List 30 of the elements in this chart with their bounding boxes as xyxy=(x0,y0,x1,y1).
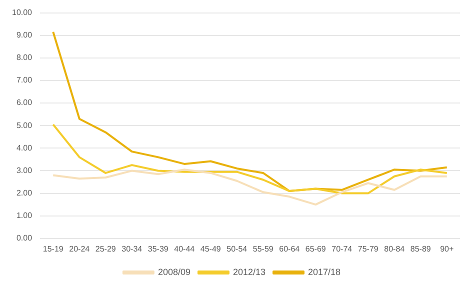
y-tick-label: 10.00 xyxy=(12,8,33,18)
legend-label: 2008/09 xyxy=(158,266,190,277)
x-tick-label: 20-24 xyxy=(69,244,90,254)
x-tick-label: 80-84 xyxy=(384,244,406,254)
x-tick-label: 85-89 xyxy=(410,244,432,254)
y-tick-label: 0.00 xyxy=(16,234,33,243)
x-tick-label: 75-79 xyxy=(358,244,379,254)
x-tick-label: 70-74 xyxy=(332,244,353,254)
y-tick-label: 4.00 xyxy=(16,143,33,152)
y-tick-label: 6.00 xyxy=(16,98,33,108)
y-tick-label: 1.00 xyxy=(16,211,33,220)
x-tick-label: 40-44 xyxy=(174,244,196,254)
x-tick-label: 90+ xyxy=(440,244,454,254)
x-tick-label: 60-64 xyxy=(279,244,300,254)
x-tick-label: 25-29 xyxy=(95,244,116,254)
legend-label: 2012/13 xyxy=(232,266,266,277)
x-tick-label: 50-54 xyxy=(226,244,248,254)
y-tick-label: 8.00 xyxy=(16,53,33,62)
x-tick-label: 55-59 xyxy=(252,244,274,254)
x-tick-label: 65-69 xyxy=(305,244,326,254)
x-tick-label: 35-39 xyxy=(148,244,169,254)
y-tick-label: 7.00 xyxy=(16,76,33,85)
y-tick-label: 2.00 xyxy=(16,188,33,198)
x-tick-label: 45-49 xyxy=(200,244,222,254)
y-tick-label: 9.00 xyxy=(16,30,33,40)
x-tick-label: 15-19 xyxy=(42,244,64,254)
y-tick-label: 3.00 xyxy=(16,166,33,175)
legend-label: 2017/18 xyxy=(308,266,341,277)
y-tick-label: 5.00 xyxy=(16,120,33,130)
x-tick-label: 30-34 xyxy=(122,244,143,254)
